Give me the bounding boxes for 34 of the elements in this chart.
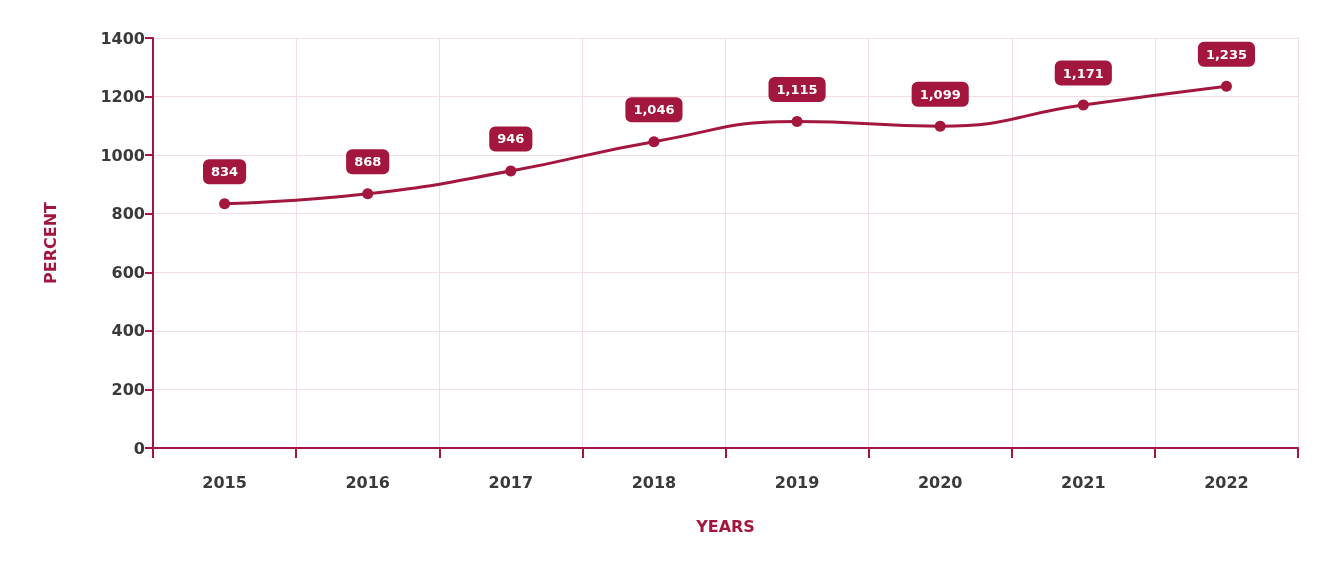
point: [362, 188, 374, 200]
y-tick-label: 1200: [100, 87, 145, 107]
y-tick-label: 200: [111, 379, 145, 399]
point: [791, 115, 803, 127]
point: [505, 165, 517, 177]
point: [934, 120, 946, 132]
y-tick-label: 0: [133, 438, 145, 458]
text: 1,099: [919, 86, 961, 102]
y-tick-label: 400: [111, 321, 145, 341]
x-tick-label: 2019: [774, 472, 820, 492]
text: 946: [497, 131, 525, 147]
point: [648, 136, 660, 148]
text: 1,171: [1062, 65, 1104, 81]
x-tick-label: 2015: [202, 472, 247, 492]
point: [1077, 99, 1089, 111]
y-tick-label: 1400: [100, 28, 145, 48]
y-axis-title: PERCENT: [40, 201, 60, 284]
text: 868: [354, 154, 382, 170]
text: 1,235: [1205, 46, 1247, 62]
y-tick-label: 800: [111, 204, 145, 224]
y-tick-label: 600: [111, 262, 145, 282]
text: 1,115: [776, 81, 818, 97]
point: [1220, 80, 1232, 92]
x-tick-label: 2017: [488, 472, 534, 492]
y-tick-label: 1000: [100, 145, 145, 165]
x-tick-label: 2022: [1204, 472, 1249, 492]
text: 1,046: [633, 102, 675, 118]
text: 834: [210, 164, 239, 180]
x-tick-label: 2016: [345, 472, 390, 492]
x-tick-label: 2018: [631, 472, 677, 492]
x-tick-label: 2021: [1061, 472, 1106, 492]
x-tick-label: 2020: [917, 472, 963, 492]
point: [219, 198, 231, 210]
x-axis-title: YEARS: [695, 516, 755, 536]
